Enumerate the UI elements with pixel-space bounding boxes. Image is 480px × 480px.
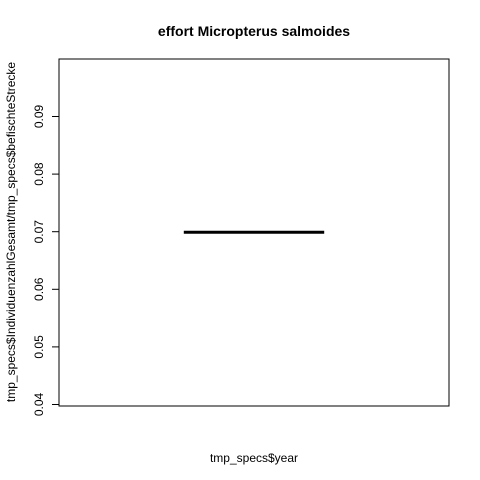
plot-frame: [58, 58, 450, 407]
y-tick-label: 0.09: [32, 104, 46, 128]
y-tick-label: 0.04: [32, 392, 46, 416]
y-tick-label: 0.07: [32, 220, 46, 244]
y-tick-label: 0.06: [32, 277, 46, 301]
x-axis-label: tmp_specs$year: [210, 451, 298, 465]
y-axis-label: tmp_specs$IndividuenzahlGesamt/tmp_specs…: [4, 62, 18, 403]
y-tick-label: 0.05: [32, 335, 46, 359]
y-axis: 0.04 0.05 0.06 0.07 0.08 0.09: [32, 104, 59, 416]
chart-title: effort Micropterus salmoides: [158, 23, 350, 39]
y-tick-label: 0.08: [32, 162, 46, 186]
